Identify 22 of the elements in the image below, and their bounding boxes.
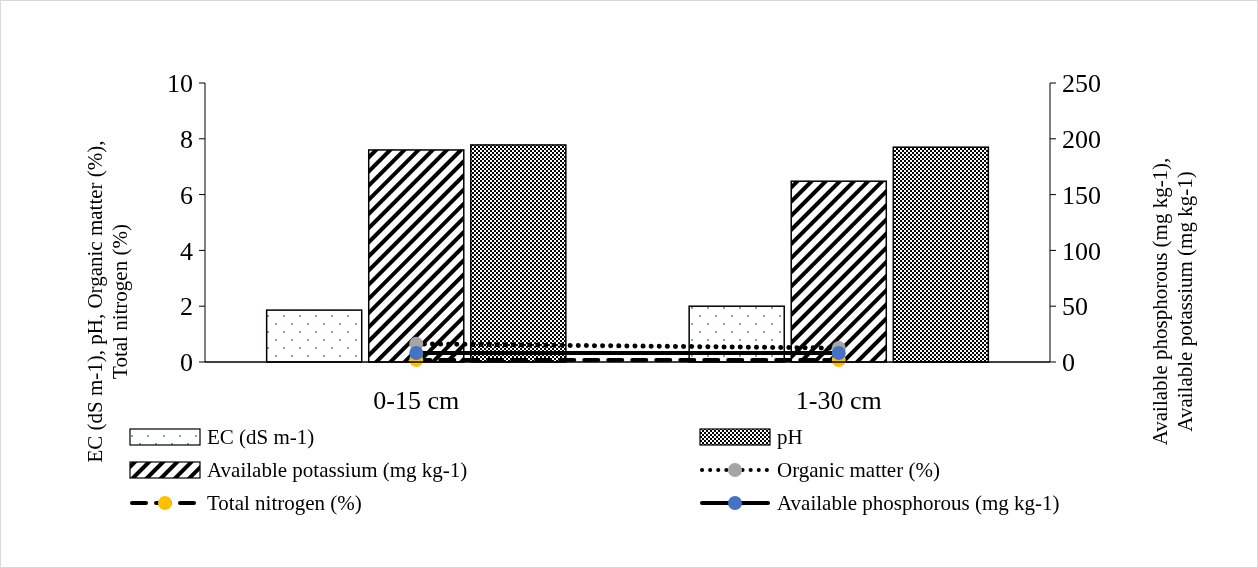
y2-tick-label: 50 xyxy=(1062,292,1088,322)
legend-label: pH xyxy=(777,425,803,450)
y-tick-label: 8 xyxy=(180,124,193,154)
y-axis-title: EC (dS m-1), pH, Organic matter (%), Total nitrogen (%) xyxy=(83,140,132,463)
y-tick-label: 4 xyxy=(180,236,193,266)
y-tick-label: 6 xyxy=(180,180,193,210)
y2-tick-label: 150 xyxy=(1062,180,1101,210)
legend-label: Available phosphorous (mg kg-1) xyxy=(777,491,1060,516)
legend-label: Available potassium (mg kg-1) xyxy=(207,458,468,483)
y2-tick-label: 100 xyxy=(1062,236,1101,266)
y2-tick-label: 200 xyxy=(1062,124,1101,154)
legend-label: Total nitrogen (%) xyxy=(207,491,362,516)
y2-tick-label: 250 xyxy=(1062,69,1101,99)
y2-tick-label: 0 xyxy=(1062,348,1075,378)
y-tick-label: 10 xyxy=(167,69,193,99)
x-tick-label: 0-15 cm xyxy=(373,386,460,415)
x-tick-label: 1-30 cm xyxy=(795,386,882,415)
y-tick-label: 0 xyxy=(180,348,193,378)
legend-label: EC (dS m-1) xyxy=(207,425,315,450)
legend-label: Organic matter (%) xyxy=(777,458,940,483)
y2-axis-title: Available phosphorous (mg kg-1), Available potassium (mg kg-1) xyxy=(1148,157,1197,446)
y-tick-label: 2 xyxy=(180,292,193,322)
